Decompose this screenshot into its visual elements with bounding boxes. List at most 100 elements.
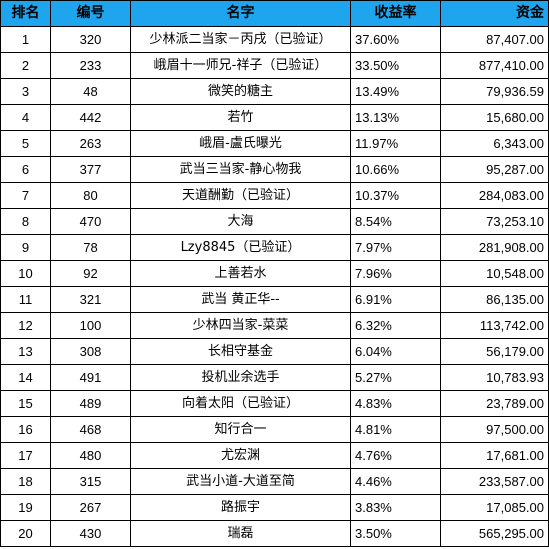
cell-fund: 56,179.00 (440, 338, 549, 365)
cell-fund: 233,587.00 (440, 468, 549, 495)
cell-fund: 10,548.00 (440, 260, 549, 287)
cell-id: 48 (50, 78, 131, 105)
cell-rank: 7 (0, 182, 51, 209)
cell-name: 武当小道-大道至简 (130, 468, 351, 495)
cell-rank: 8 (0, 208, 51, 235)
cell-rate: 11.97% (350, 130, 441, 157)
cell-rank: 5 (0, 130, 51, 157)
cell-fund: 113,742.00 (440, 312, 549, 339)
cell-name: 峨眉-盧氏曝光 (130, 130, 351, 157)
cell-rank: 16 (0, 416, 51, 443)
cell-id: 320 (50, 26, 131, 53)
cell-rate: 10.37% (350, 182, 441, 209)
cell-name: 瑞磊 (130, 520, 351, 547)
cell-rank: 14 (0, 364, 51, 391)
cell-fund: 87,407.00 (440, 26, 549, 53)
cell-id: 308 (50, 338, 131, 365)
cell-id: 78 (50, 234, 131, 261)
cell-fund: 17,085.00 (440, 494, 549, 521)
table-row: 18 315 武当小道-大道至简 4.46% 233,587.00 (0, 468, 549, 495)
cell-name: 投机业余选手 (130, 364, 351, 391)
cell-id: 321 (50, 286, 131, 313)
cell-fund: 15,680.00 (440, 104, 549, 131)
cell-name: 少林四当家-菜菜 (130, 312, 351, 339)
cell-fund: 79,936.59 (440, 78, 549, 105)
cell-fund: 17,681.00 (440, 442, 549, 469)
cell-rank: 1 (0, 26, 51, 53)
cell-rate: 4.83% (350, 390, 441, 417)
cell-rate: 4.76% (350, 442, 441, 469)
cell-fund: 281,908.00 (440, 234, 549, 261)
cell-rate: 4.81% (350, 416, 441, 443)
cell-fund: 6,343.00 (440, 130, 549, 157)
cell-id: 489 (50, 390, 131, 417)
table-row: 13 308 长相守基金 6.04% 56,179.00 (0, 338, 549, 365)
cell-rate: 6.32% (350, 312, 441, 339)
table-row: 5 263 峨眉-盧氏曝光 11.97% 6,343.00 (0, 130, 549, 157)
table-row: 2 233 峨眉十一师兄-祥子（已验证） 33.50% 877,410.00 (0, 52, 549, 79)
header-rank: 排名 (0, 0, 51, 27)
table-row: 20 430 瑞磊 3.50% 565,295.00 (0, 520, 549, 547)
table-row: 6 377 武当三当家-静心物我 10.66% 95,287.00 (0, 156, 549, 183)
table-row: 15 489 向着太阳（已验证） 4.83% 23,789.00 (0, 390, 549, 417)
header-name: 名字 (130, 0, 351, 27)
cell-rank: 2 (0, 52, 51, 79)
cell-name: 长相守基金 (130, 338, 351, 365)
cell-name: 少林派二当家－丙戌（已验证） (130, 26, 351, 53)
cell-id: 470 (50, 208, 131, 235)
table-row: 3 48 微笑的糖主 13.49% 79,936.59 (0, 78, 549, 105)
cell-id: 377 (50, 156, 131, 183)
cell-id: 480 (50, 442, 131, 469)
cell-rank: 19 (0, 494, 51, 521)
cell-rank: 6 (0, 156, 51, 183)
cell-rank: 12 (0, 312, 51, 339)
cell-fund: 23,789.00 (440, 390, 549, 417)
cell-rate: 6.04% (350, 338, 441, 365)
cell-fund: 97,500.00 (440, 416, 549, 443)
cell-fund: 86,135.00 (440, 286, 549, 313)
cell-id: 491 (50, 364, 131, 391)
cell-fund: 95,287.00 (440, 156, 549, 183)
cell-rate: 6.91% (350, 286, 441, 313)
cell-id: 442 (50, 104, 131, 131)
cell-rank: 18 (0, 468, 51, 495)
cell-rate: 8.54% (350, 208, 441, 235)
cell-id: 233 (50, 52, 131, 79)
cell-name: 武当三当家-静心物我 (130, 156, 351, 183)
cell-fund: 877,410.00 (440, 52, 549, 79)
cell-id: 263 (50, 130, 131, 157)
table-row: 11 321 武当 黄正华-- 6.91% 86,135.00 (0, 286, 549, 313)
cell-fund: 565,295.00 (440, 520, 549, 547)
table-row: 8 470 大海 8.54% 73,253.10 (0, 208, 549, 235)
cell-name: 若竹 (130, 104, 351, 131)
cell-rank: 17 (0, 442, 51, 469)
table-row: 17 480 尤宏渊 4.76% 17,681.00 (0, 442, 549, 469)
table-row: 1 320 少林派二当家－丙戌（已验证） 37.60% 87,407.00 (0, 26, 549, 53)
table-body: 1 320 少林派二当家－丙戌（已验证） 37.60% 87,407.00 2 233 峨眉十… (0, 26, 549, 547)
cell-rate: 3.83% (350, 494, 441, 521)
cell-fund: 10,783.93 (440, 364, 549, 391)
table-row: 12 100 少林四当家-菜菜 6.32% 113,742.00 (0, 312, 549, 339)
header-fund: 资金 (440, 0, 549, 27)
cell-rate: 5.27% (350, 364, 441, 391)
cell-id: 468 (50, 416, 131, 443)
cell-name: 武当 黄正华-- (130, 286, 351, 313)
cell-id: 80 (50, 182, 131, 209)
cell-name: 路振宇 (130, 494, 351, 521)
cell-rank: 11 (0, 286, 51, 313)
table-row: 10 92 上善若水 7.96% 10,548.00 (0, 260, 549, 287)
cell-rate: 7.97% (350, 234, 441, 261)
table-row: 9 78 Lzy8845（已验证） 7.97% 281,908.00 (0, 234, 549, 261)
cell-rank: 3 (0, 78, 51, 105)
cell-rate: 7.96% (350, 260, 441, 287)
cell-rate: 10.66% (350, 156, 441, 183)
cell-name: 天道酬勤（已验证） (130, 182, 351, 209)
cell-id: 92 (50, 260, 131, 287)
table-row: 16 468 知行合一 4.81% 97,500.00 (0, 416, 549, 443)
cell-rate: 33.50% (350, 52, 441, 79)
cell-id: 315 (50, 468, 131, 495)
table-row: 4 442 若竹 13.13% 15,680.00 (0, 104, 549, 131)
table-header: 排名 编号 名字 收益率 资金 (0, 0, 549, 27)
cell-name: 尤宏渊 (130, 442, 351, 469)
